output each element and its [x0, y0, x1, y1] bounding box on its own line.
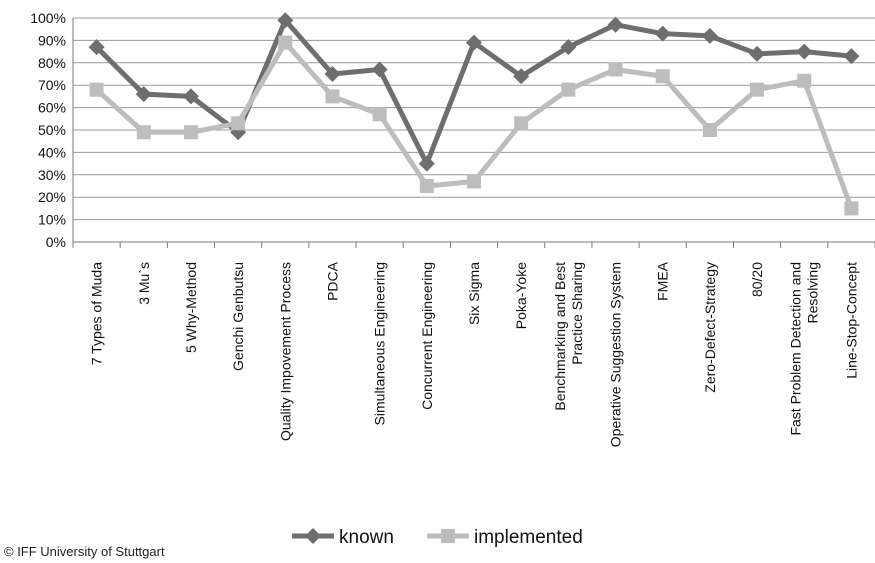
- data-point: [655, 69, 670, 84]
- data-point: [607, 16, 624, 33]
- series-implemented: [89, 35, 859, 216]
- x-tick-label: 7 Types of Muda: [89, 262, 105, 365]
- x-tick-label: Operative Suggestion System: [608, 262, 624, 447]
- legend-label: known: [339, 527, 394, 548]
- data-point: [608, 62, 623, 77]
- data-point: [89, 82, 104, 97]
- x-tick-label: Benchmarking and BestPractice Sharing: [552, 262, 585, 411]
- x-tick-label: Concurrent Engineering: [419, 262, 435, 410]
- x-tick-label: Fast Problem Detection andResolving: [788, 262, 821, 436]
- data-point: [325, 89, 340, 104]
- x-tick-label: Poka-Yoke: [513, 262, 529, 329]
- data-point: [135, 86, 152, 103]
- data-point: [182, 88, 199, 105]
- data-point: [324, 66, 341, 82]
- data-point: [844, 201, 859, 216]
- y-tick-label: 0%: [46, 234, 66, 250]
- legend-marker: [441, 529, 455, 543]
- y-tick-label: 60%: [38, 100, 66, 116]
- data-point: [701, 27, 718, 44]
- y-tick-label: 80%: [38, 55, 66, 71]
- data-point: [231, 116, 246, 131]
- x-tick-label: 5 Why-Method: [183, 262, 199, 353]
- data-point: [796, 43, 813, 60]
- copyright-credit: © IFF University of Stuttgart: [4, 544, 165, 559]
- y-axis-ticks: 0% 10% 20% 30% 40% 50% 60% 70% 80% 90% 100%: [30, 10, 66, 250]
- data-point: [418, 155, 435, 172]
- y-tick-label: 30%: [38, 167, 66, 183]
- data-point: [88, 39, 105, 56]
- x-tick-label: Six Sigma: [466, 262, 482, 325]
- data-point: [654, 25, 671, 42]
- data-point: [514, 116, 529, 131]
- data-point: [277, 12, 294, 29]
- legend-label: implemented: [474, 527, 583, 548]
- x-tick-label: Zero-Defect-Strategy: [702, 262, 718, 393]
- data-point: [513, 68, 530, 85]
- data-point: [419, 179, 434, 193]
- data-point: [467, 174, 481, 189]
- x-axis: [72, 18, 875, 248]
- legend-marker: [305, 528, 321, 544]
- y-tick-label: 70%: [38, 77, 66, 93]
- data-point: [843, 48, 860, 65]
- data-point: [371, 61, 388, 78]
- data-point: [561, 82, 576, 97]
- data-point: [702, 123, 717, 137]
- x-tick-label: Quality Impovement Process: [277, 262, 293, 441]
- y-tick-label: 100%: [30, 10, 66, 26]
- x-tick-label: Genchi Genbutsu: [230, 262, 246, 371]
- x-tick-label: Line-Stop-Concept: [843, 262, 859, 379]
- data-point: [183, 125, 198, 140]
- data-point: [750, 82, 765, 97]
- legend-item-implemented: implemented: [427, 527, 583, 548]
- x-tick-label: PDCA: [324, 261, 340, 301]
- y-tick-label: 40%: [38, 144, 66, 160]
- x-tick-label: 3 Mu`s: [136, 262, 152, 305]
- data-point: [466, 34, 482, 51]
- legend-item-known: known: [292, 527, 394, 548]
- y-tick-label: 10%: [38, 212, 66, 228]
- x-axis-ticks: 7 Types of Muda 3 Mu`s 5 Why-Method Genchi …: [89, 261, 860, 447]
- data-point: [797, 73, 812, 88]
- y-tick-label: 20%: [38, 189, 66, 205]
- legend: known implemented: [292, 527, 583, 548]
- data-point: [372, 107, 387, 122]
- data-point: [560, 39, 577, 56]
- data-point: [278, 35, 293, 50]
- data-point: [136, 125, 151, 140]
- y-tick-label: 50%: [38, 122, 66, 138]
- data-point: [749, 45, 766, 62]
- y-tick-label: 90%: [38, 32, 66, 48]
- x-tick-label: 80/20: [749, 262, 765, 297]
- series-known: [88, 12, 860, 172]
- series-layer: [88, 12, 860, 216]
- x-tick-label: FMEA: [655, 261, 671, 301]
- x-tick-label: Simultaneous Engineering: [372, 262, 388, 425]
